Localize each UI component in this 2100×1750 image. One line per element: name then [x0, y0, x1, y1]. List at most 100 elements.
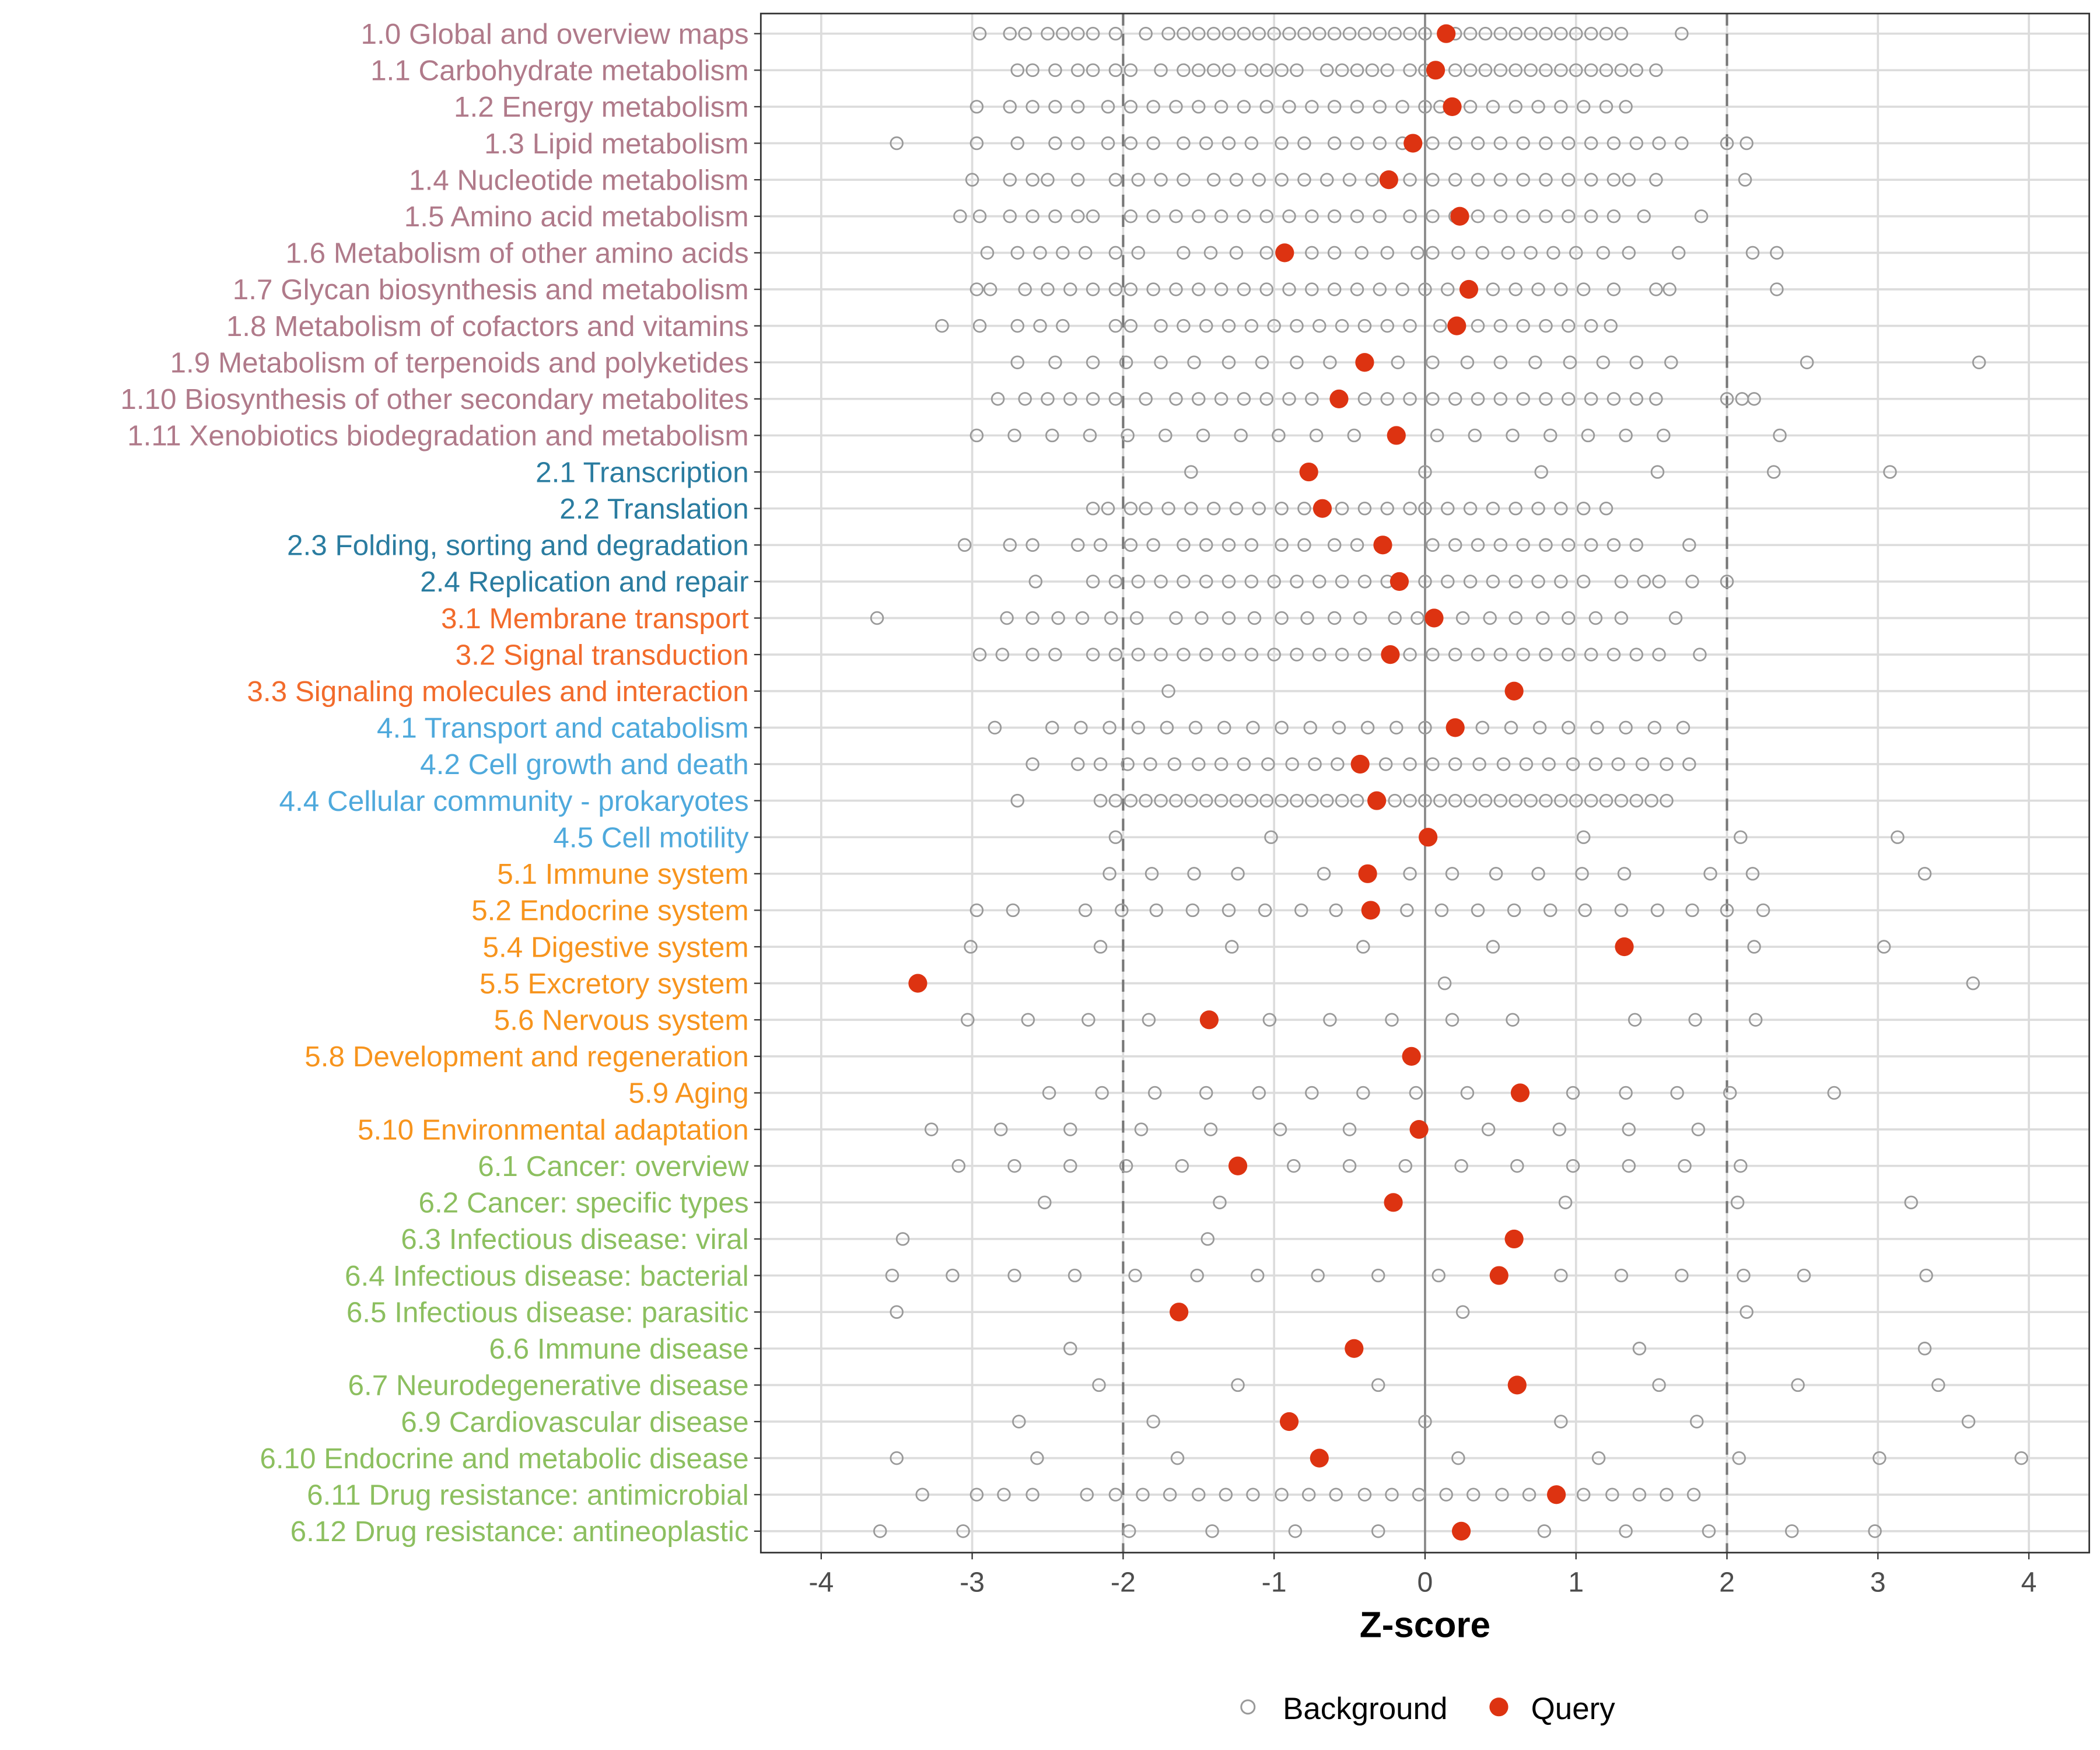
background-point	[1584, 392, 1598, 406]
background-point	[1426, 648, 1440, 662]
background-point	[1403, 173, 1417, 187]
background-point	[890, 1451, 904, 1465]
query-point	[1443, 97, 1462, 117]
background-point	[1071, 173, 1085, 187]
query-point	[1419, 828, 1438, 847]
background-point	[1734, 830, 1748, 844]
y-axis-label: 3.2 Signal transduction	[456, 639, 749, 671]
background-point	[1051, 611, 1065, 625]
background-point	[1026, 63, 1040, 78]
background-point	[1426, 538, 1440, 552]
background-point	[1463, 501, 1478, 516]
query-point	[1299, 462, 1318, 482]
background-point	[1675, 1268, 1689, 1283]
y-axis-label: 5.4 Digestive system	[482, 931, 748, 963]
background-point	[1682, 757, 1696, 771]
background-point	[1244, 648, 1259, 662]
background-point	[1463, 26, 1478, 41]
background-point	[1391, 355, 1405, 369]
background-point	[970, 903, 984, 918]
background-point	[1471, 648, 1485, 662]
background-point	[1063, 282, 1077, 296]
background-point	[890, 136, 904, 150]
background-point	[1169, 793, 1183, 808]
background-point	[1108, 575, 1123, 589]
query-point	[1450, 206, 1469, 226]
background-point	[1259, 793, 1273, 808]
background-point	[1562, 318, 1576, 333]
background-point	[1093, 940, 1108, 954]
background-point	[1056, 318, 1070, 333]
background-point	[1108, 26, 1123, 41]
background-point	[1063, 1342, 1077, 1356]
background-point	[1433, 793, 1447, 808]
background-point	[1169, 209, 1183, 223]
background-point	[1342, 26, 1357, 41]
background-point	[1231, 867, 1245, 881]
y-axis-label: 6.3 Infectious disease: viral	[401, 1223, 748, 1255]
background-point	[1124, 538, 1138, 552]
background-point	[1301, 1488, 1316, 1502]
background-point	[1026, 1488, 1040, 1502]
background-point	[1531, 282, 1545, 296]
background-point	[1187, 355, 1201, 369]
background-point	[1493, 793, 1508, 808]
background-point	[1588, 611, 1603, 625]
background-point	[1160, 720, 1174, 735]
background-point	[1800, 355, 1814, 369]
background-point	[1563, 355, 1577, 369]
background-point	[1756, 903, 1770, 918]
background-point	[1154, 63, 1168, 78]
background-point	[1917, 1342, 1932, 1356]
background-point	[1357, 1488, 1372, 1502]
background-point	[1042, 1086, 1056, 1100]
x-axis-title: Z-score	[1360, 1605, 1490, 1646]
background-point	[1119, 355, 1133, 369]
background-point	[1448, 648, 1462, 662]
background-point	[1335, 318, 1349, 333]
background-point	[1475, 720, 1490, 735]
background-point	[1433, 318, 1447, 333]
background-point	[1628, 1013, 1642, 1027]
y-axis-label: 5.8 Development and regeneration	[304, 1041, 748, 1073]
background-point	[1311, 1268, 1325, 1283]
background-point	[1222, 136, 1236, 150]
background-point	[1378, 757, 1393, 771]
y-axis-label: 1.6 Metabolism of other amino acids	[285, 237, 748, 270]
background-point	[915, 1488, 929, 1502]
background-point	[1596, 246, 1611, 260]
background-point	[1472, 757, 1486, 771]
y-axis-label: 1.8 Metabolism of cofactors and vitamins	[226, 310, 749, 342]
background-point	[1206, 63, 1221, 78]
background-point	[1605, 1488, 1619, 1502]
background-point	[1373, 100, 1387, 114]
background-point	[1448, 538, 1462, 552]
background-point	[1177, 136, 1191, 150]
background-point	[1390, 720, 1404, 735]
background-point	[1143, 757, 1157, 771]
background-point	[1785, 1524, 1799, 1538]
background-point	[1418, 793, 1432, 808]
background-point	[1305, 282, 1319, 296]
background-point	[1255, 355, 1269, 369]
background-point	[1086, 209, 1100, 223]
background-point	[1455, 1305, 1470, 1319]
background-point	[1237, 392, 1251, 406]
background-point	[1478, 63, 1493, 78]
background-point	[1124, 793, 1138, 808]
background-point	[1214, 100, 1228, 114]
background-point	[1614, 793, 1629, 808]
background-point	[1562, 720, 1576, 735]
background-point	[1007, 1268, 1021, 1283]
background-point	[1622, 1122, 1636, 1136]
background-point	[1259, 209, 1273, 223]
background-point	[995, 648, 1010, 662]
background-point	[1426, 355, 1440, 369]
background-point	[1026, 648, 1040, 662]
background-point	[1483, 611, 1497, 625]
background-point	[1095, 1086, 1109, 1100]
background-point	[1010, 318, 1024, 333]
background-point	[1199, 1086, 1213, 1100]
query-point	[1361, 901, 1380, 920]
background-point	[1584, 209, 1598, 223]
